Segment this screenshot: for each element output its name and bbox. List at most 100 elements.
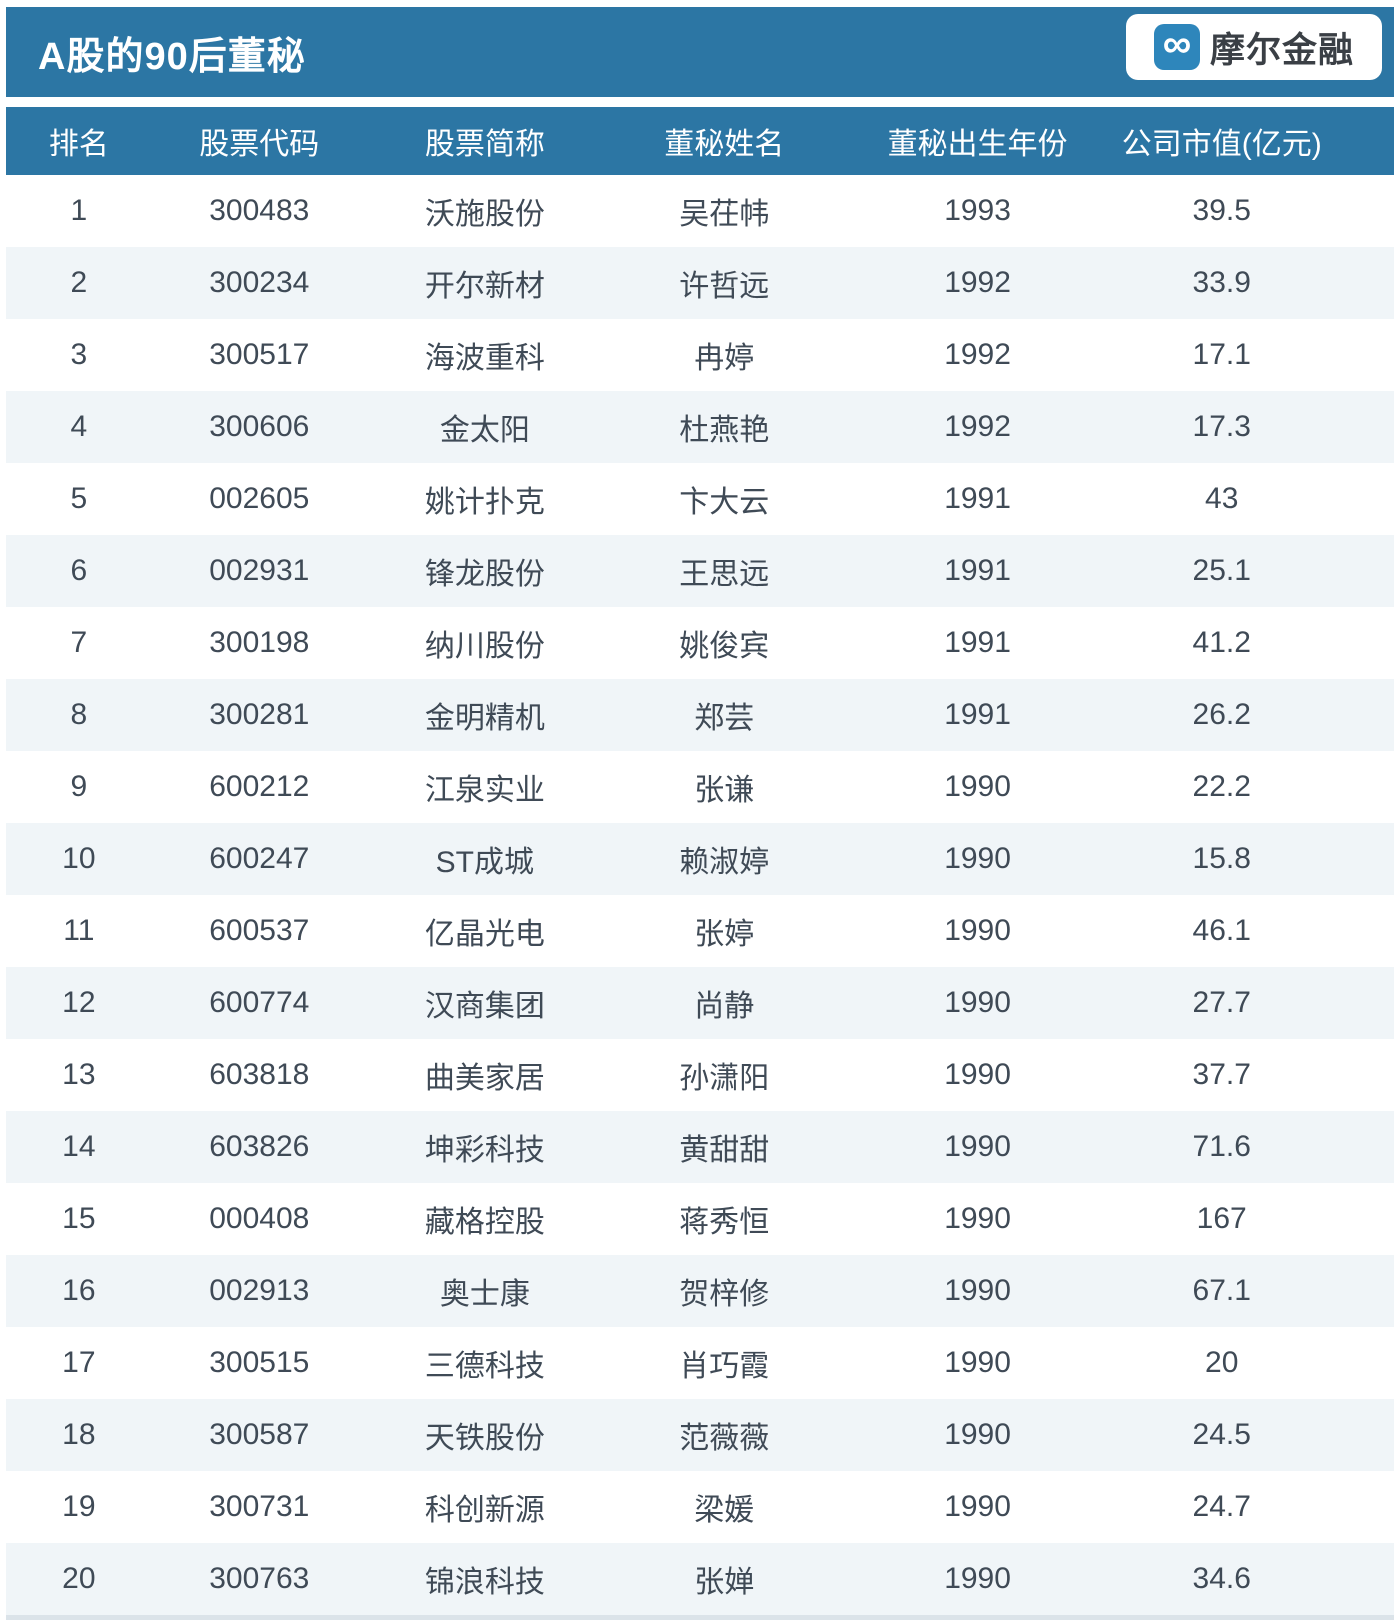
stock-code-cell: 300731 [151,1471,367,1543]
secretary-name-cell: 许哲远 [602,247,846,319]
market-cap-cell: 37.7 [1109,1039,1394,1111]
birth-year-cell: 1990 [845,1543,1110,1615]
rank-cell: 19 [6,1471,152,1543]
table-body: 1 300483 沃施股份 吴茌帏 1993 39.5 2 300234 开尔新材 许哲远 1992… [6,175,1394,1615]
birth-year-cell: 1990 [845,1255,1110,1327]
stock-code-cell: 002913 [151,1255,367,1327]
bottom-shadow [6,1615,1394,1620]
birth-year-cell: 1990 [845,1111,1110,1183]
rank-cell: 12 [6,967,152,1039]
table-row: 13 603818 曲美家居 孙潇阳 1990 37.7 [6,1039,1394,1111]
market-cap-cell: 24.5 [1109,1399,1394,1471]
rank-cell: 14 [6,1111,152,1183]
secretary-name-cell: 卞大云 [602,463,846,535]
birth-year-cell: 1992 [845,247,1110,319]
rank-cell: 16 [6,1255,152,1327]
market-cap-cell: 39.5 [1109,175,1394,247]
market-cap-cell: 46.1 [1109,895,1394,967]
rank-cell: 17 [6,1327,152,1399]
stock-name-cell: 沃施股份 [366,175,603,247]
secretary-name-cell: 蒋秀恒 [602,1183,846,1255]
market-cap-cell: 27.7 [1109,967,1394,1039]
rank-cell: 13 [6,1039,152,1111]
stock-name-cell: 江泉实业 [366,751,603,823]
market-cap-cell: 41.2 [1109,607,1394,679]
market-cap-cell: 17.1 [1109,319,1394,391]
secretary-name-cell: 赖淑婷 [602,823,846,895]
market-cap-cell: 20 [1109,1327,1394,1399]
birth-year-cell: 1991 [845,535,1110,607]
rank-cell: 10 [6,823,152,895]
rank-cell: 2 [6,247,152,319]
stock-name-cell: 奥士康 [366,1255,603,1327]
rank-cell: 8 [6,679,152,751]
rank-cell: 6 [6,535,152,607]
table-row: 18 300587 天铁股份 范薇薇 1990 24.5 [6,1399,1394,1471]
brand-name: 摩尔金融 [1209,30,1354,70]
stock-code-cell: 600537 [151,895,367,967]
rank-cell: 18 [6,1399,152,1471]
stock-code-cell: 300515 [151,1327,367,1399]
secretary-name-cell: 范薇薇 [602,1399,846,1471]
table-row: 9 600212 江泉实业 张谦 1990 22.2 [6,751,1394,823]
market-cap-cell: 34.6 [1109,1543,1394,1615]
secretary-name-cell: 黄甜甜 [602,1111,846,1183]
data-table: 排名 股票代码 股票简称 董秘姓名 董秘出生年份 公司市值(亿元) 1 300483 沃施股份… [6,107,1394,1615]
market-cap-cell: 167 [1109,1183,1394,1255]
market-cap-cell: 22.2 [1109,751,1394,823]
market-cap-cell: 17.3 [1109,391,1394,463]
table-row: 19 300731 科创新源 梁媛 1990 24.7 [6,1471,1394,1543]
stock-name-cell: 汉商集团 [366,967,603,1039]
birth-year-cell: 1991 [845,463,1110,535]
column-header: 排名 [6,107,152,175]
stock-code-cell: 300763 [151,1543,367,1615]
table-row: 1 300483 沃施股份 吴茌帏 1993 39.5 [6,175,1394,247]
table-row: 17 300515 三德科技 肖巧霞 1990 20 [6,1327,1394,1399]
stock-name-cell: 科创新源 [366,1471,603,1543]
stock-code-cell: 600247 [151,823,367,895]
infinity-icon: ∞ [1153,22,1200,70]
stock-name-cell: 金太阳 [366,391,603,463]
stock-name-cell: 亿晶光电 [366,895,603,967]
birth-year-cell: 1990 [845,1183,1110,1255]
birth-year-cell: 1990 [845,1327,1110,1399]
rank-cell: 9 [6,751,152,823]
market-cap-cell: 24.7 [1109,1471,1394,1543]
rank-cell: 15 [6,1183,152,1255]
table-row: 6 002931 锋龙股份 王思远 1991 25.1 [6,535,1394,607]
secretary-name-cell: 孙潇阳 [602,1039,846,1111]
market-cap-cell: 15.8 [1109,823,1394,895]
table-row: 3 300517 海波重科 冉婷 1992 17.1 [6,319,1394,391]
market-cap-cell: 25.1 [1109,535,1394,607]
stock-code-cell: 000408 [151,1183,367,1255]
rank-cell: 4 [6,391,152,463]
table-row: 8 300281 金明精机 郑芸 1991 26.2 [6,679,1394,751]
market-cap-cell: 67.1 [1109,1255,1394,1327]
stock-code-cell: 300234 [151,247,367,319]
stock-code-cell: 300517 [151,319,367,391]
table-row: 2 300234 开尔新材 许哲远 1992 33.9 [6,247,1394,319]
column-header: 董秘姓名 [602,107,846,175]
header-gap [6,97,1394,107]
stock-name-cell: 锋龙股份 [366,535,603,607]
rank-cell: 1 [6,175,152,247]
rank-cell: 5 [6,463,152,535]
stock-name-cell: 曲美家居 [366,1039,603,1111]
secretary-name-cell: 冉婷 [602,319,846,391]
brand-badge: ∞ 摩尔金融 [1126,14,1382,80]
secretary-name-cell: 尚静 [602,967,846,1039]
market-cap-cell: 43 [1109,463,1394,535]
infinity-glyph: ∞ [1162,22,1192,66]
market-cap-cell: 71.6 [1109,1111,1394,1183]
stock-name-cell: 锦浪科技 [366,1543,603,1615]
secretary-name-cell: 肖巧霞 [602,1327,846,1399]
column-header: 股票简称 [366,107,603,175]
rank-cell: 20 [6,1543,152,1615]
rank-cell: 3 [6,319,152,391]
birth-year-cell: 1990 [845,751,1110,823]
birth-year-cell: 1992 [845,319,1110,391]
birth-year-cell: 1990 [845,823,1110,895]
secretary-name-cell: 吴茌帏 [602,175,846,247]
birth-year-cell: 1990 [845,895,1110,967]
secretary-name-cell: 张婷 [602,895,846,967]
